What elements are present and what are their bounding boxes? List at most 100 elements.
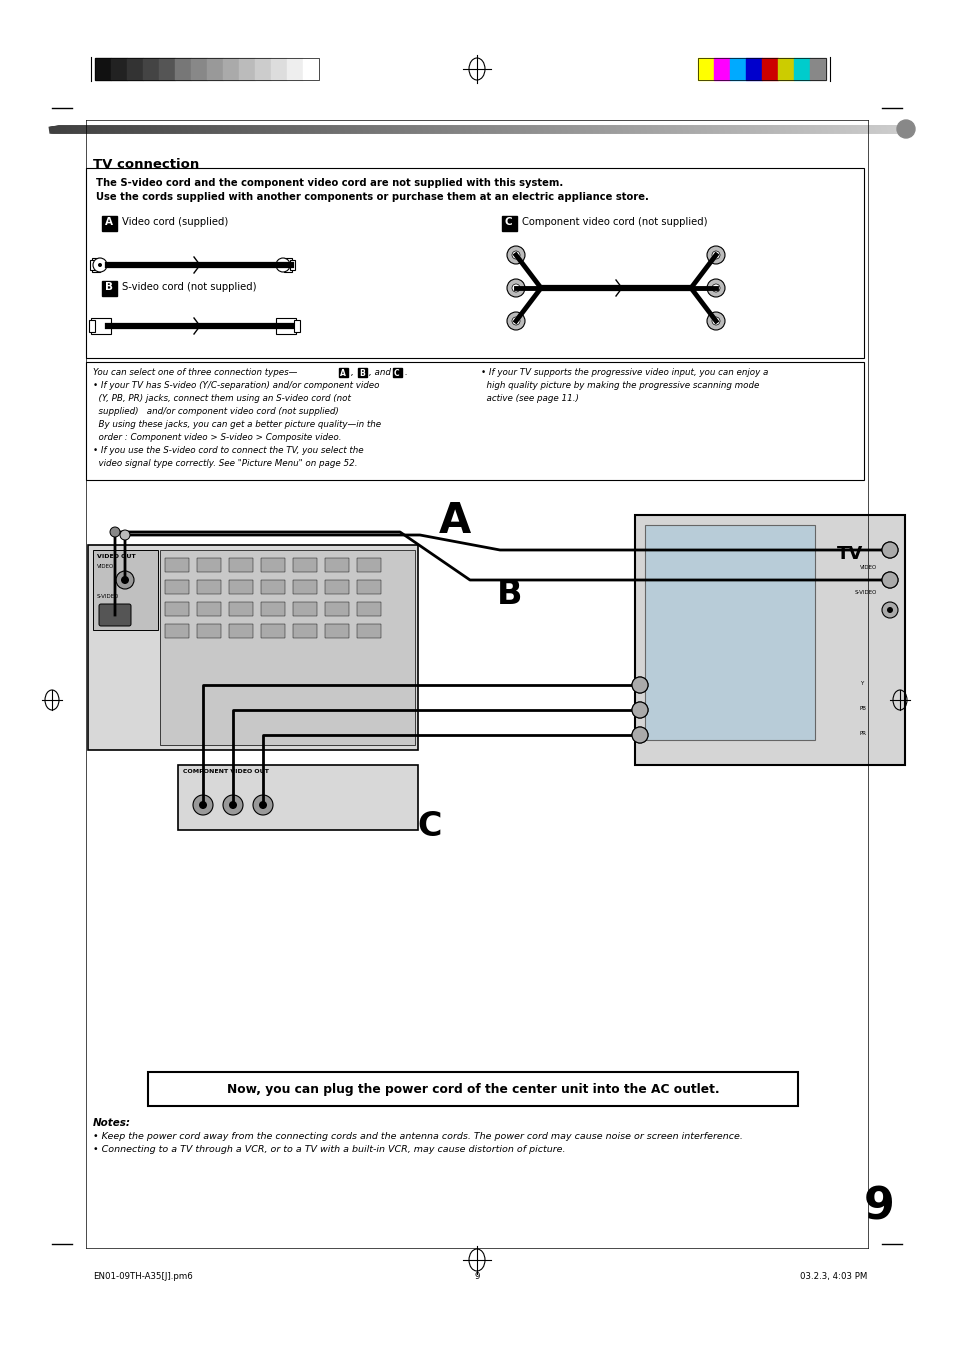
Text: , and: , and [369,368,394,377]
Text: A: A [105,218,112,227]
Bar [196,602,221,617]
Bar [165,602,189,617]
Bar [698,58,713,80]
Circle shape [506,312,524,330]
Circle shape [637,731,642,738]
Bar [143,58,159,80]
Circle shape [882,542,897,558]
Bar [261,602,285,617]
Bar [102,216,117,231]
Bar [254,58,271,80]
Circle shape [512,284,519,292]
Text: VIDEO OUT: VIDEO OUT [97,554,135,558]
Text: A: A [438,500,471,542]
Bar [92,550,158,630]
Text: ,: , [351,368,356,377]
Bar [393,368,401,377]
Circle shape [506,279,524,297]
Text: C: C [394,369,399,377]
Text: PB: PB [859,706,866,711]
Circle shape [98,264,102,266]
Circle shape [896,120,914,138]
Text: S-VIDEO: S-VIDEO [97,594,119,599]
Bar [95,58,318,80]
Bar [357,368,367,377]
Bar [165,558,189,572]
Bar [196,558,221,572]
Bar [86,362,863,480]
Bar [196,625,221,638]
Bar [91,258,100,272]
Circle shape [637,707,642,713]
Bar [261,558,285,572]
Circle shape [275,258,290,272]
Text: • If your TV supports the progressive video input, you can enjoy a: • If your TV supports the progressive vi… [480,368,767,377]
Text: COMPONENT VIDEO OUT: COMPONENT VIDEO OUT [183,769,269,773]
Text: The S-video cord and the component video cord are not supplied with this system.: The S-video cord and the component video… [96,178,562,188]
Circle shape [506,246,524,264]
Text: S-video cord (not supplied): S-video cord (not supplied) [122,283,256,292]
Bar [713,58,729,80]
Circle shape [116,571,133,589]
Circle shape [706,246,724,264]
Bar [275,318,295,334]
Circle shape [886,607,892,612]
Circle shape [110,527,120,537]
Bar [729,58,745,80]
FancyBboxPatch shape [99,604,131,626]
Bar [196,580,221,594]
Text: VIDEO: VIDEO [859,565,877,571]
Bar [90,260,95,270]
Bar [95,58,111,80]
Circle shape [229,800,236,808]
Bar [191,58,207,80]
Circle shape [711,251,720,260]
Circle shape [711,284,720,292]
Bar [325,580,349,594]
Bar [229,580,253,594]
Bar [356,580,380,594]
Circle shape [253,795,273,815]
Bar [111,58,127,80]
Circle shape [512,251,519,260]
Text: Notes:: Notes: [92,1118,131,1128]
Circle shape [882,542,897,558]
Circle shape [882,572,897,588]
Text: EN01-09TH-A35[J].pm6: EN01-09TH-A35[J].pm6 [92,1272,193,1280]
Bar [229,625,253,638]
Bar [207,58,223,80]
Bar [294,320,299,333]
Circle shape [631,727,647,744]
Bar [165,580,189,594]
Circle shape [258,800,267,808]
Text: Component video cord (not supplied): Component video cord (not supplied) [521,218,707,227]
Text: TV connection: TV connection [92,158,199,170]
Text: C: C [504,218,512,227]
Bar [293,558,316,572]
Circle shape [631,702,647,718]
Text: supplied)   and/or component video cord (not supplied): supplied) and/or component video cord (n… [92,407,338,416]
Bar [174,58,191,80]
Circle shape [706,279,724,297]
Bar [127,58,143,80]
Circle shape [711,316,720,324]
Circle shape [199,800,207,808]
Bar [644,525,814,740]
Text: high quality picture by making the progressive scanning mode: high quality picture by making the progr… [480,381,759,389]
Circle shape [882,602,897,618]
Text: • If you use the S-video cord to connect the TV, you select the: • If you use the S-video cord to connect… [92,446,363,456]
Circle shape [631,727,647,744]
Bar [239,58,254,80]
Bar [86,168,863,358]
Bar [745,58,761,80]
Circle shape [631,702,647,718]
Circle shape [886,577,892,583]
Text: video signal type correctly. See "Picture Menu" on page 52.: video signal type correctly. See "Pictur… [92,458,357,468]
Circle shape [193,795,213,815]
Circle shape [886,548,892,553]
Text: PR: PR [859,731,866,735]
Bar [88,545,417,750]
Bar [635,515,904,765]
Bar [356,558,380,572]
Text: Now, you can plug the power cord of the center unit into the AC outlet.: Now, you can plug the power cord of the … [227,1083,719,1095]
